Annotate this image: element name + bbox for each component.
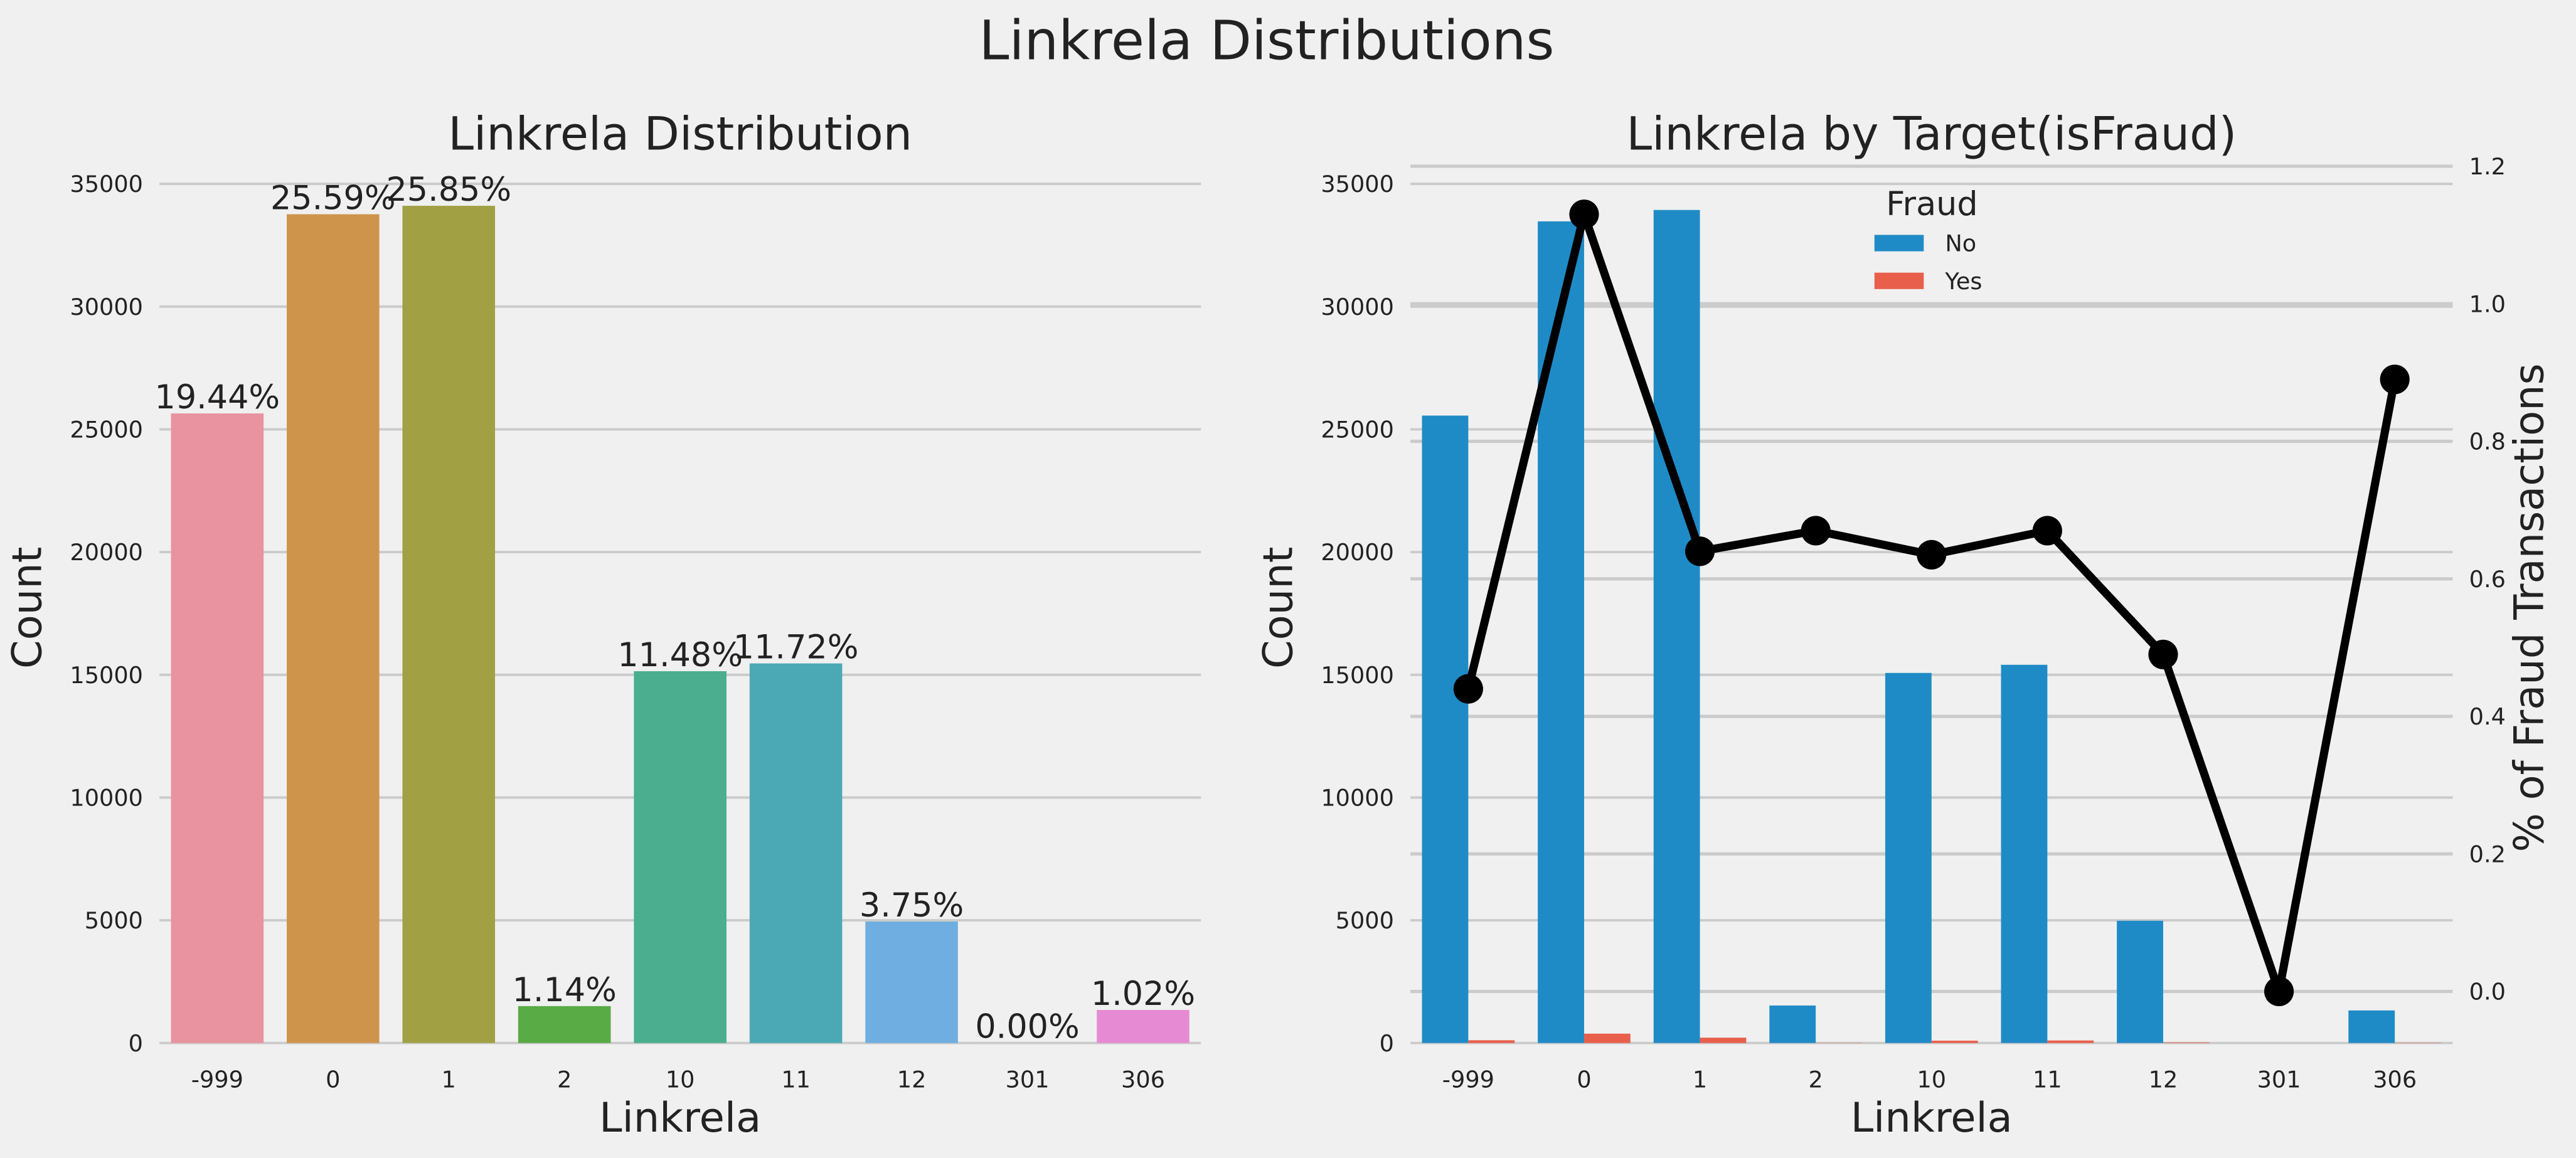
chart-title: Linkrela Distribution — [448, 107, 912, 161]
bar — [1769, 1005, 1816, 1043]
bar — [2117, 920, 2163, 1043]
x-tick-label: -999 — [1442, 1066, 1494, 1093]
y-tick-label: 35000 — [70, 171, 143, 198]
bar — [749, 663, 843, 1043]
x-tick-label: 2 — [557, 1066, 572, 1093]
y-axis-label: Count — [4, 547, 51, 669]
y-tick-label: 5000 — [85, 907, 143, 934]
bar — [1885, 672, 1932, 1043]
bar — [518, 1006, 611, 1043]
bar-label: 11.72% — [733, 629, 859, 667]
line-marker — [2380, 364, 2410, 395]
bar-label: 25.59% — [270, 179, 396, 218]
bar-label: 3.75% — [860, 886, 964, 925]
y-axis-label: Count — [1255, 547, 1302, 669]
x-tick-label: 1 — [442, 1066, 456, 1093]
line-marker — [1569, 199, 1599, 230]
x-axis-label: Linkrela — [599, 1094, 761, 1142]
bar — [1931, 1040, 1978, 1043]
y2-tick-label: 0.4 — [2469, 703, 2506, 730]
x-tick-label: 12 — [897, 1066, 927, 1093]
x-tick-label: -999 — [191, 1066, 243, 1093]
x-tick-label: 11 — [781, 1066, 811, 1093]
y-tick-label: 30000 — [1321, 294, 1394, 321]
y-tick-label: 20000 — [70, 539, 143, 566]
y-tick-label: 15000 — [70, 662, 143, 689]
bar — [402, 206, 496, 1043]
y2-tick-label: 1.2 — [2469, 153, 2506, 180]
legend-label: Yes — [1944, 268, 1982, 295]
legend-title: Fraud — [1886, 185, 1977, 223]
bar-label: 0.00% — [975, 1008, 1079, 1046]
x-axis-label: Linkrela — [1851, 1094, 2013, 1142]
legend-label: No — [1945, 230, 1976, 257]
x-tick-label: 2 — [1809, 1066, 1823, 1093]
bar — [1422, 415, 1469, 1043]
y-tick-label: 0 — [129, 1030, 143, 1057]
bar — [287, 214, 380, 1043]
y-tick-label: 25000 — [70, 417, 143, 444]
x-tick-label: 11 — [2033, 1066, 2062, 1093]
y-tick-label: 10000 — [70, 784, 143, 811]
line-marker — [2032, 516, 2062, 546]
x-tick-label: 12 — [2149, 1066, 2178, 1093]
x-tick-label: 301 — [1006, 1066, 1050, 1093]
line-marker — [1917, 539, 1947, 570]
line-marker — [2264, 976, 2294, 1007]
line-marker — [1685, 536, 1715, 566]
line-marker — [2148, 639, 2178, 669]
x-tick-label: 0 — [326, 1066, 340, 1093]
bar — [171, 413, 264, 1043]
bar — [634, 671, 726, 1043]
chart-title: Linkrela by Target(isFraud) — [1626, 107, 2237, 161]
y-tick-label: 20000 — [1321, 539, 1394, 566]
bar — [2348, 1010, 2395, 1043]
y2-tick-label: 0.0 — [2469, 979, 2506, 1006]
bar — [865, 922, 958, 1043]
y-tick-label: 35000 — [1321, 171, 1394, 198]
y-tick-label: 15000 — [1321, 662, 1394, 689]
bar-label: 25.85% — [386, 171, 511, 209]
y2-axis-label: % of Fraud Transactions — [2505, 363, 2553, 852]
x-tick-label: 301 — [2257, 1066, 2301, 1093]
y2-tick-label: 0.2 — [2469, 841, 2506, 868]
legend-swatch — [1874, 235, 1924, 252]
y2-tick-label: 1.0 — [2469, 290, 2506, 317]
bar — [2001, 664, 2048, 1043]
y2-tick-label: 0.8 — [2469, 428, 2506, 455]
y2-tick-label: 0.6 — [2469, 566, 2506, 593]
x-tick-label: 0 — [1577, 1066, 1591, 1093]
x-tick-label: 306 — [2373, 1066, 2417, 1093]
figure-title: Linkrela Distributions — [979, 9, 1554, 72]
y-tick-label: 25000 — [1321, 417, 1394, 444]
bar-label: 11.48% — [617, 636, 743, 674]
bar — [1468, 1040, 1515, 1043]
bar — [1700, 1038, 1747, 1043]
bar — [1538, 221, 1584, 1043]
x-tick-label: 306 — [1121, 1066, 1165, 1093]
bar-label: 1.02% — [1091, 975, 1195, 1013]
line-marker — [1801, 516, 1831, 546]
line-marker — [1453, 674, 1483, 704]
y-tick-label: 5000 — [1336, 907, 1394, 934]
legend-swatch — [1874, 272, 1924, 289]
bar — [1583, 1033, 1631, 1043]
bar — [1653, 210, 1700, 1043]
x-tick-label: 10 — [666, 1066, 695, 1093]
y-tick-label: 10000 — [1321, 784, 1394, 811]
bar-label: 19.44% — [155, 378, 280, 417]
bar — [1097, 1010, 1190, 1043]
bar — [2047, 1040, 2094, 1043]
bar-label: 1.14% — [513, 971, 617, 1009]
y-tick-label: 0 — [1380, 1030, 1394, 1057]
y-tick-label: 30000 — [70, 294, 143, 321]
x-tick-label: 1 — [1693, 1066, 1707, 1093]
x-tick-label: 10 — [1917, 1066, 1946, 1093]
